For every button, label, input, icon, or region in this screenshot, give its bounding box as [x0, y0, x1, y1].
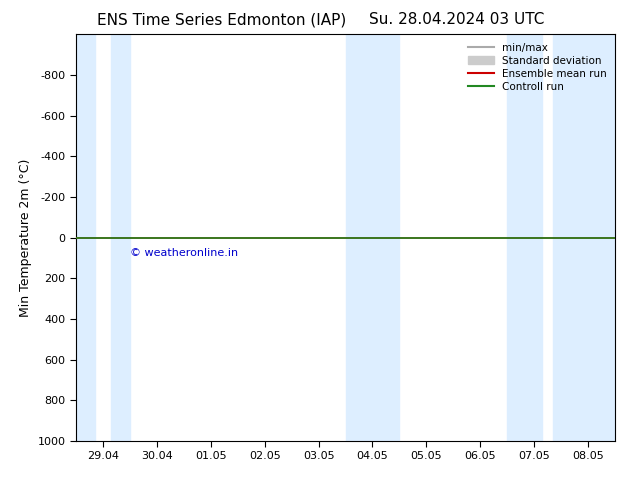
- Bar: [346, 34, 399, 441]
- Legend: min/max, Standard deviation, Ensemble mean run, Controll run: min/max, Standard deviation, Ensemble me…: [464, 40, 610, 95]
- Text: ENS Time Series Edmonton (IAP): ENS Time Series Edmonton (IAP): [97, 12, 347, 27]
- Bar: [111, 34, 130, 441]
- Text: Su. 28.04.2024 03 UTC: Su. 28.04.2024 03 UTC: [369, 12, 544, 27]
- Bar: [553, 34, 615, 441]
- Bar: [507, 34, 542, 441]
- Text: © weatheronline.in: © weatheronline.in: [130, 248, 238, 258]
- Bar: [76, 34, 95, 441]
- Y-axis label: Min Temperature 2m (°C): Min Temperature 2m (°C): [19, 158, 32, 317]
